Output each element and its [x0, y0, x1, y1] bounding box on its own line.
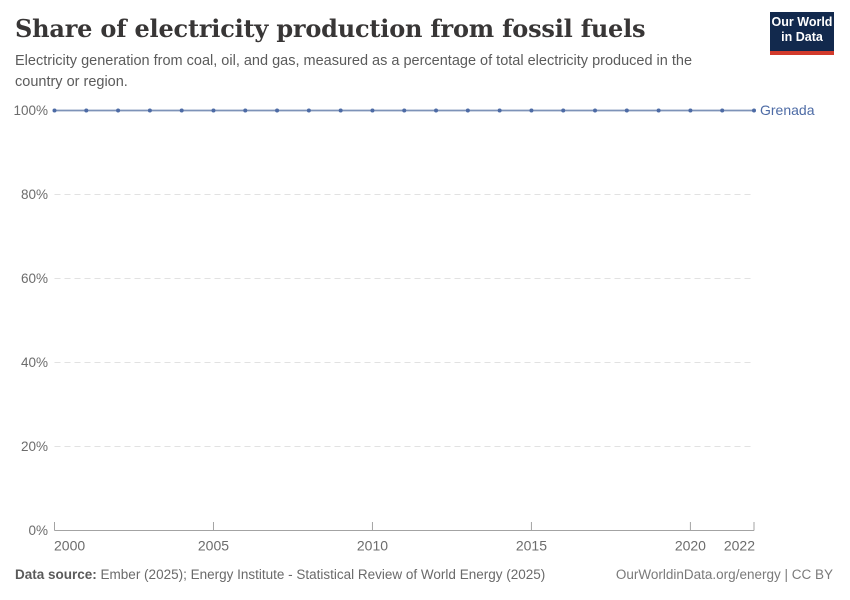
y-axis-label-80: 80% [21, 187, 48, 202]
data-point-grenada-2018[interactable] [624, 108, 629, 113]
page-title: Share of electricity production from fos… [15, 14, 646, 43]
data-point-grenada-2002[interactable] [116, 108, 121, 113]
data-point-grenada-2016[interactable] [561, 108, 566, 113]
x-axis-label-2010: 2010 [357, 538, 388, 554]
chart-subtitle: Electricity generation from coal, oil, a… [15, 53, 693, 90]
data-point-grenada-2004[interactable] [179, 108, 184, 113]
data-source-text: Ember (2025); Energy Institute - Statist… [100, 567, 546, 582]
data-point-grenada-2008[interactable] [306, 108, 311, 113]
data-point-grenada-2011[interactable] [402, 108, 407, 113]
data-point-grenada-2007[interactable] [275, 108, 280, 113]
data-point-grenada-2015[interactable] [529, 108, 534, 113]
data-point-grenada-2000[interactable] [52, 108, 57, 113]
data-point-grenada-2005[interactable] [211, 108, 216, 113]
data-point-grenada-2012[interactable] [434, 108, 439, 113]
y-axis-label-40: 40% [21, 355, 48, 370]
data-point-grenada-2009[interactable] [338, 108, 343, 113]
owid-logo: Our World in Data [770, 12, 834, 55]
data-point-grenada-2017[interactable] [593, 108, 598, 113]
data-point-grenada-2010[interactable] [370, 108, 375, 113]
x-axis-label-2015: 2015 [516, 538, 547, 554]
owid-logo-line1: Our World [771, 15, 833, 29]
y-axis-label-20: 20% [21, 439, 48, 454]
x-axis-label-2022: 2022 [724, 538, 755, 554]
data-point-grenada-2013[interactable] [465, 108, 470, 113]
data-point-grenada-2021[interactable] [720, 108, 725, 113]
y-axis-label-100: 100% [13, 103, 48, 118]
x-axis-label-2020: 2020 [675, 538, 706, 554]
data-point-grenada-2022[interactable] [752, 108, 756, 113]
y-axis-label-0: 0% [28, 523, 48, 538]
data-point-grenada-2003[interactable] [147, 108, 152, 113]
x-axis-label-2000: 2000 [54, 538, 85, 554]
y-axis-label-60: 60% [21, 271, 48, 286]
x-axis-label-2005: 2005 [198, 538, 229, 554]
owid-logo-line2: in Data [781, 30, 823, 44]
data-point-grenada-2006[interactable] [243, 108, 248, 113]
data-source-label: Data source: [15, 567, 97, 582]
series-label-grenada[interactable]: Grenada [760, 102, 815, 118]
data-source-note: Data source: Ember (2025); Energy Instit… [15, 567, 545, 582]
data-point-grenada-2014[interactable] [497, 108, 502, 113]
data-point-grenada-2020[interactable] [688, 108, 693, 113]
data-point-grenada-2019[interactable] [656, 108, 661, 113]
data-point-grenada-2001[interactable] [84, 108, 89, 113]
credit-link[interactable]: OurWorldinData.org/energy | CC BY [615, 567, 833, 582]
